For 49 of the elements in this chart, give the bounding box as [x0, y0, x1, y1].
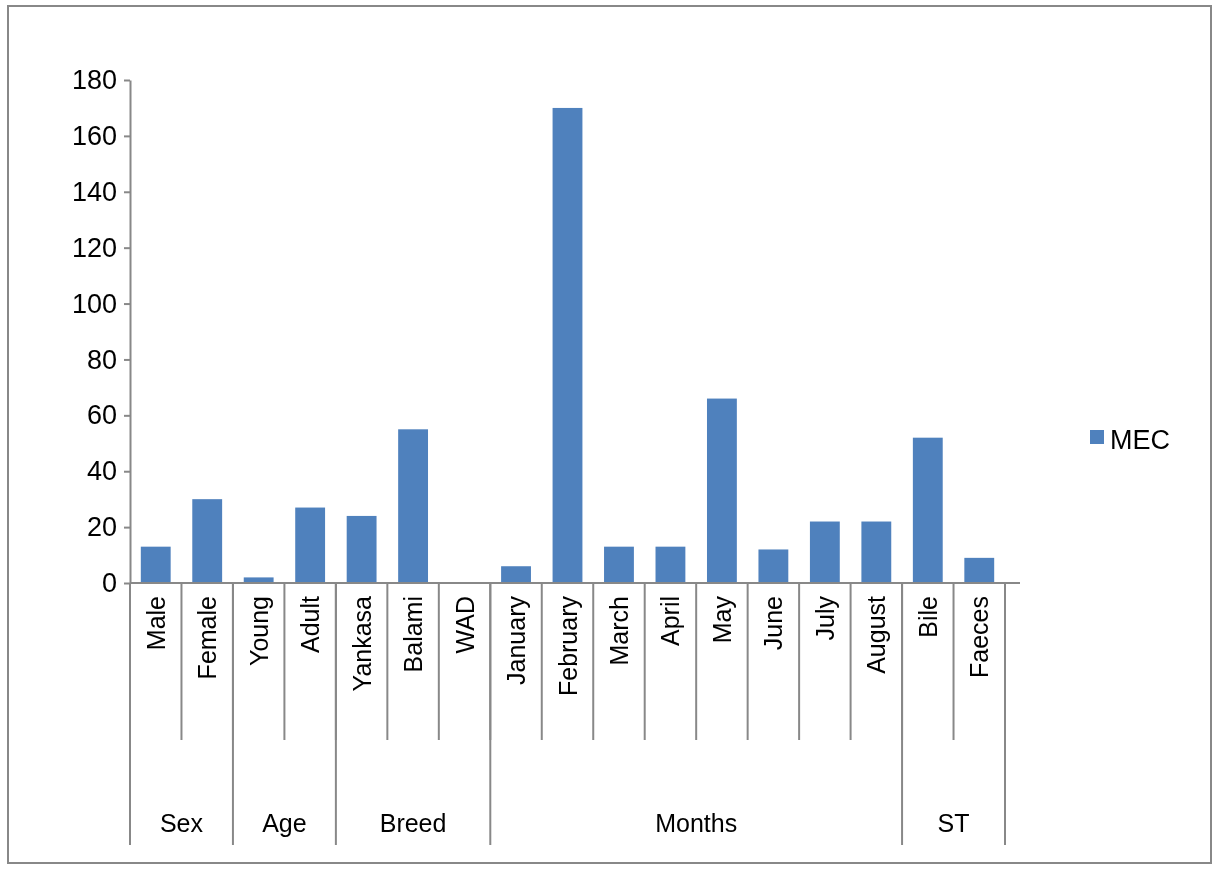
text: Breed: [379, 809, 447, 837]
x-tick-label: WAD: [450, 596, 479, 654]
x-tick-label: Adult: [296, 595, 325, 653]
legend-label: MEC: [1110, 425, 1170, 455]
bar: [552, 107, 583, 583]
x-tick-label: July: [810, 595, 839, 641]
y-tick-label: 160: [71, 121, 117, 152]
text: Months: [655, 809, 738, 837]
bar: [192, 499, 223, 583]
text: ST: [937, 809, 970, 837]
bar: [604, 546, 634, 583]
bar: [861, 521, 892, 583]
bar: [706, 398, 737, 583]
x-tick-label: March: [604, 596, 633, 666]
y-tick-label: 20: [86, 512, 117, 543]
x-tick-label: February: [553, 595, 582, 697]
text: Sex: [159, 809, 204, 837]
x-tick-label: May: [707, 595, 736, 644]
x-tick-label: Female: [193, 596, 222, 680]
y-tick-label: 60: [86, 400, 117, 431]
bar: [243, 577, 274, 583]
bar: [140, 546, 171, 583]
x-tick-label: Balami: [399, 596, 428, 673]
bar: [346, 515, 377, 583]
x-tick-label: Young: [244, 596, 273, 666]
y-tick-label: 0: [101, 568, 117, 599]
x-tick-label: June: [759, 596, 788, 651]
y-tick-label: 40: [86, 456, 117, 487]
bar: [501, 566, 531, 583]
y-tick-label: 100: [71, 288, 117, 319]
bar: [964, 557, 995, 583]
y-tick-label: 80: [86, 344, 117, 375]
bar: [912, 437, 943, 583]
bar: [295, 507, 326, 583]
x-tick-label: Yankasa: [347, 595, 376, 692]
y-tick-label: 140: [71, 176, 117, 207]
x-tick-label: April: [656, 596, 685, 647]
bar: [809, 521, 840, 583]
bar: [758, 549, 789, 583]
x-tick-label: Bile: [913, 596, 942, 638]
y-tick-label: 180: [71, 65, 117, 96]
text: Age: [262, 809, 307, 837]
x-tick-label: January: [502, 595, 531, 685]
x-tick-label: August: [862, 595, 891, 674]
bar: [655, 546, 686, 583]
x-tick-label: Faeces: [965, 596, 994, 678]
bar: [398, 429, 429, 583]
x-tick-label: Male: [141, 596, 170, 651]
y-tick-label: 120: [71, 232, 117, 263]
